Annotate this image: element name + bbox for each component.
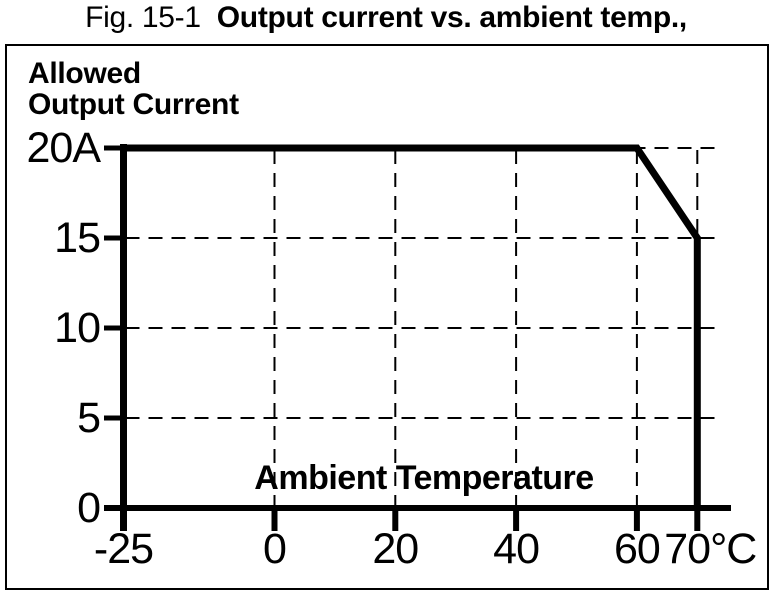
y-tick-label: 10 — [54, 304, 101, 352]
x-tick-label: -25 — [93, 525, 154, 573]
figure-caption: Fig. 15-1 Output current vs. ambient temp… — [0, 1, 772, 35]
y-axis-title-line1: Allowed — [28, 57, 141, 90]
tick-marks — [104, 145, 701, 531]
curve — [123, 144, 701, 508]
y-tick-label: 15 — [54, 214, 101, 262]
y-tick-label: 5 — [77, 394, 101, 442]
x-tick-label: 40 — [493, 525, 540, 573]
x-tick-label: 70°C — [664, 525, 757, 573]
gridlines — [125, 147, 720, 506]
x-tick-label: 60 — [613, 525, 661, 573]
x-tick-label: 20 — [372, 525, 419, 573]
figure-title: Output current vs. ambient temp., — [216, 1, 687, 34]
x-tick-label: 0 — [263, 525, 287, 573]
chart-frame — [5, 44, 769, 590]
y-tick-label: 20A — [26, 124, 101, 172]
derating-curve — [123, 144, 701, 508]
y-tick-label: 0 — [77, 484, 101, 532]
figure-number: Fig. 15-1 — [85, 1, 201, 34]
y-axis-title: Allowed Output Current — [28, 58, 239, 120]
y-axis-title-line2: Output Current — [28, 88, 239, 121]
x-axis-title: Ambient Temperature — [254, 459, 594, 497]
axes — [104, 144, 731, 531]
